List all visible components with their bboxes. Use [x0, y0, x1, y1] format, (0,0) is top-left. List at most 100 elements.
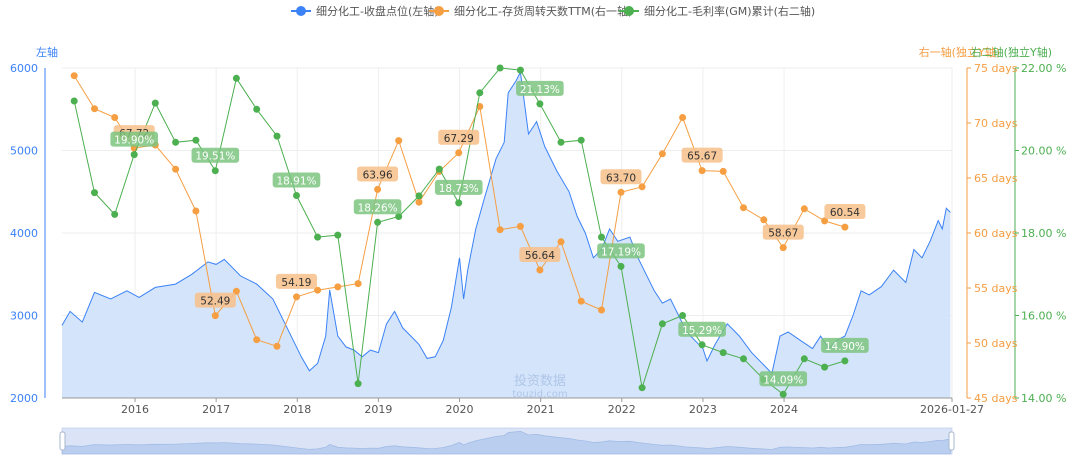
close-series: [61, 70, 951, 398]
close-line: [61, 70, 951, 375]
gross-margin-data-label: 18.26%: [358, 202, 398, 214]
gross-margin-point: [740, 355, 747, 363]
gross-margin-point: [779, 390, 787, 398]
gross-margin-label-bg: [353, 199, 402, 215]
slider-handle-right[interactable]: [948, 431, 955, 451]
inventory-days-point: [273, 342, 281, 350]
gross-margin-point: [91, 189, 98, 197]
gross-margin-point: [130, 151, 138, 159]
inventory-days-point: [638, 183, 646, 191]
gross-margin-point: [577, 136, 585, 144]
inventory-days-label-bg: [600, 169, 642, 185]
gross-margin-point: [800, 355, 808, 363]
right2-tick-label: 14.00 %: [1021, 392, 1066, 405]
gross-margin-point: [374, 218, 382, 226]
left-axis-title: 左轴: [36, 45, 58, 59]
gross-margin-data-label: 18.91%: [276, 175, 316, 187]
gross-margin-point: [617, 262, 625, 270]
slider-handle-left[interactable]: [59, 431, 66, 451]
inventory-days-data-label: 58.67: [768, 228, 798, 240]
gross-margin-point: [273, 132, 281, 140]
inventory-days-data-label: 67.29: [444, 133, 474, 145]
slider-selection[interactable]: [62, 428, 952, 454]
gross-margin-point: [821, 363, 829, 371]
gross-margin-point: [192, 136, 200, 144]
gross-margin-label-bg: [821, 337, 869, 353]
inventory-days-label-bg: [357, 166, 399, 182]
gross-margin-point: [598, 233, 605, 241]
gross-margin-point: [679, 312, 687, 319]
gross-margin-point: [415, 192, 423, 200]
legend-item-inventory-days[interactable]: 细分化工-存货周转天数TTM(右一轴): [429, 4, 632, 18]
inventory-days-data-label: 54.19: [281, 277, 311, 289]
legend[interactable]: 细分化工-收盘点位(左轴) 细分化工-存货周转天数TTM(右一轴) 细分化工-毛…: [291, 4, 815, 18]
inventory-days-point: [779, 244, 787, 252]
gross-margin-point: [516, 66, 524, 74]
right1-tick-label: 45 days: [974, 392, 1018, 405]
legend-label-close: 细分化工-收盘点位(左轴): [316, 4, 439, 18]
gross-margin-point: [638, 384, 646, 392]
inventory-days-label-bg: [519, 246, 561, 262]
x-tick-label: 2016: [121, 403, 149, 416]
x-tick-label: 2017: [202, 403, 230, 416]
inventory-days-point: [679, 114, 687, 121]
inventory-days-point: [821, 217, 829, 225]
x-tick-label: 2018: [283, 403, 311, 416]
x-tick-label: 2022: [608, 403, 636, 416]
legend-label-inventory-days: 细分化工-存货周转天数TTM(右一轴): [454, 4, 632, 18]
gross-margin-label-bg: [678, 321, 726, 337]
gross-margin-point: [111, 210, 119, 218]
gross-margin-point: [395, 213, 403, 220]
data-labels: 67.7252.4954.1963.9667.2956.6463.7065.67…: [110, 80, 869, 387]
slider-preview: [61, 430, 951, 455]
left-tick-label: 4000: [10, 227, 38, 240]
x-tick-label: 2026-01-27: [920, 403, 984, 416]
inventory-days-point: [192, 207, 200, 215]
right1-tick-label: 70 days: [974, 117, 1018, 130]
inventory-days-point: [719, 167, 727, 175]
inventory-days-point: [760, 216, 768, 224]
right2-axis-title: 右二轴(独立Y轴): [971, 45, 1052, 59]
gross-margin-data-label: 21.13%: [520, 84, 560, 96]
inventory-days-point: [698, 167, 706, 175]
gross-margin-label-bg: [110, 131, 159, 147]
x-tick-label: 2023: [689, 403, 717, 416]
legend-item-close[interactable]: 细分化工-收盘点位(左轴): [291, 4, 439, 18]
inventory-days-point: [374, 185, 382, 193]
inventory-days-data-label: 60.54: [830, 207, 860, 219]
right1-axis-title: 右一轴(独立Y轴): [919, 45, 1000, 59]
inventory-days-data-label: 52.49: [200, 296, 230, 308]
gross-margin-point: [719, 349, 727, 357]
watermark-text: 投资数据: [514, 373, 566, 389]
gross-margin-point: [455, 199, 463, 207]
gross-margin-label-bg: [597, 243, 645, 259]
right2-tick-label: 16.00 %: [1021, 310, 1066, 323]
right2-tick-label: 20.00 %: [1021, 145, 1066, 158]
inventory-days-label-bg: [681, 147, 723, 163]
inventory-days-data-label: 65.67: [687, 151, 717, 163]
inventory-days-point: [841, 223, 849, 231]
inventory-days-point: [658, 150, 666, 158]
x-tick-label: 2021: [527, 403, 555, 416]
legend-item-gross-margin[interactable]: 细分化工-毛利率(GM)累计(右二轴): [619, 4, 815, 18]
inventory-days-point: [253, 336, 261, 344]
gross-margin-point: [354, 380, 362, 388]
gross-margin-point: [314, 233, 322, 241]
gross-margin-point: [658, 320, 666, 328]
gross-margin-point: [232, 74, 240, 82]
gross-margin-label-bg: [434, 179, 483, 195]
inventory-days-data-label: 63.70: [606, 172, 636, 184]
data-zoom-slider[interactable]: [59, 427, 955, 455]
inventory-days-point: [395, 137, 403, 145]
gross-margin-data-label: 19.90%: [114, 135, 154, 147]
gross-margin-point: [557, 138, 565, 146]
right2-tick-label: 22.00 %: [1021, 62, 1066, 75]
gross-margin-point: [293, 192, 300, 199]
gross-margin-data-label: 14.90%: [825, 341, 865, 353]
inventory-days-point: [496, 226, 504, 234]
inventory-days-point: [598, 306, 605, 314]
watermark: 投资数据 touzid.com: [512, 373, 567, 400]
x-tick-label: 2020: [446, 403, 474, 416]
